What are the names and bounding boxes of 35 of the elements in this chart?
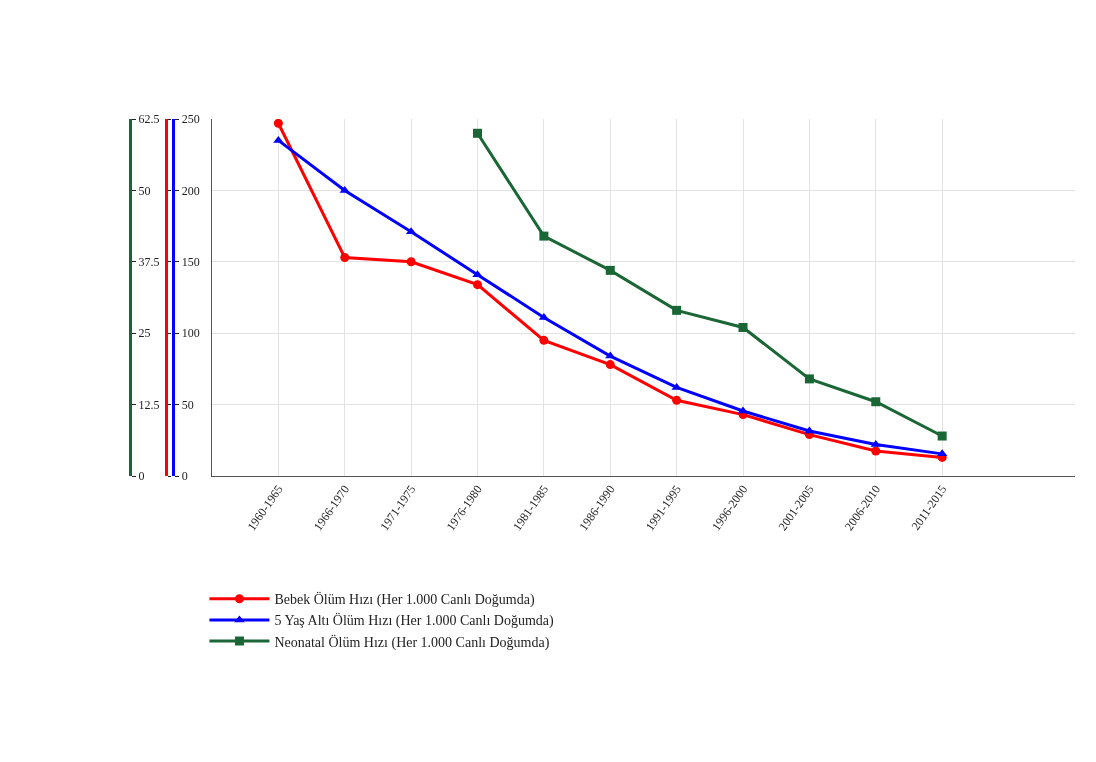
point xyxy=(539,231,549,241)
point xyxy=(672,305,682,315)
point xyxy=(340,253,350,263)
y3-tick-label: 50 xyxy=(138,183,151,198)
y-tick-label: 250 xyxy=(181,112,200,127)
point xyxy=(473,280,482,290)
y-tick-label: 100 xyxy=(181,326,200,341)
legend-label: Bebek Ölüm Hızı (Her 1.000 Canlı Doğumda) xyxy=(274,591,535,609)
y-tick-label: 0 xyxy=(181,469,188,484)
y3-tick-label: 37.5 xyxy=(138,255,160,269)
point xyxy=(273,119,283,128)
point xyxy=(605,351,616,359)
point xyxy=(871,446,881,456)
y-tick-label: 50 xyxy=(181,397,194,412)
point xyxy=(339,185,350,193)
y-tick-label: 150 xyxy=(181,255,200,269)
point xyxy=(472,128,482,138)
point xyxy=(738,322,748,332)
point xyxy=(804,374,814,384)
legend-label: Neonatal Ölüm Hızı (Her 1.000 Canlı Doğumda) xyxy=(274,633,550,651)
point xyxy=(406,257,416,267)
y3-tick-label: 0 xyxy=(138,469,145,484)
point xyxy=(605,360,615,370)
point xyxy=(539,335,549,345)
point xyxy=(937,431,947,441)
y-tick-label: 200 xyxy=(181,183,200,198)
legend-label: 5 Yaş Altı Ölüm Hızı (Her 1.000 Canlı Doğumda) xyxy=(274,612,554,630)
y3-tick-label: 62.5 xyxy=(138,112,160,127)
point xyxy=(671,382,682,390)
y3-tick-label: 12.5 xyxy=(138,397,160,412)
point xyxy=(273,135,284,143)
y3-tick-label: 25 xyxy=(138,326,151,341)
point xyxy=(871,397,881,407)
point xyxy=(605,265,615,275)
point xyxy=(672,395,682,405)
